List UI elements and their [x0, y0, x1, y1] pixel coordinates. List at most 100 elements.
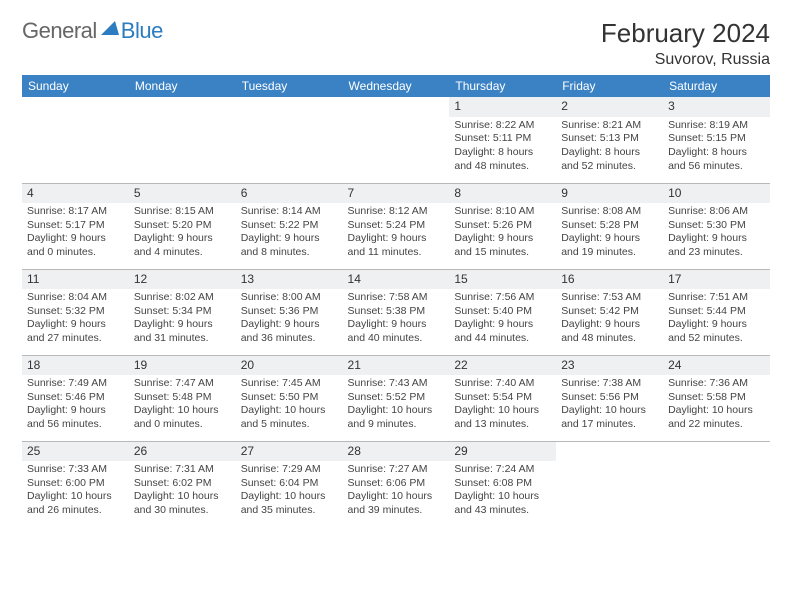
daylight-text: Daylight: 10 hours and 35 minutes. — [241, 490, 338, 517]
calendar-day-cell: 4Sunrise: 8:17 AMSunset: 5:17 PMDaylight… — [22, 183, 129, 269]
calendar-day-cell — [343, 97, 450, 183]
logo: General Blue — [22, 18, 163, 44]
sunrise-text: Sunrise: 8:02 AM — [134, 291, 231, 305]
location-label: Suvorov, Russia — [601, 51, 770, 69]
sunrise-text: Sunrise: 8:12 AM — [348, 205, 445, 219]
sunset-text: Sunset: 5:50 PM — [241, 391, 338, 405]
daylight-text: Daylight: 9 hours and 56 minutes. — [27, 404, 124, 431]
sunset-text: Sunset: 5:26 PM — [454, 219, 551, 233]
weekday-header: Sunday — [22, 75, 129, 97]
daylight-text: Daylight: 10 hours and 13 minutes. — [454, 404, 551, 431]
sunrise-text: Sunrise: 8:04 AM — [27, 291, 124, 305]
calendar-day-cell: 9Sunrise: 8:08 AMSunset: 5:28 PMDaylight… — [556, 183, 663, 269]
sunset-text: Sunset: 5:28 PM — [561, 219, 658, 233]
logo-text-blue: Blue — [121, 18, 163, 44]
calendar-day-cell — [22, 97, 129, 183]
weekday-header: Saturday — [663, 75, 770, 97]
day-number: 1 — [449, 97, 556, 117]
daylight-text: Daylight: 9 hours and 0 minutes. — [27, 232, 124, 259]
day-number: 4 — [22, 184, 129, 204]
daylight-text: Daylight: 8 hours and 48 minutes. — [454, 146, 551, 173]
calendar-table: Sunday Monday Tuesday Wednesday Thursday… — [22, 75, 770, 527]
sunset-text: Sunset: 5:46 PM — [27, 391, 124, 405]
day-number: 18 — [22, 356, 129, 376]
day-number — [236, 97, 343, 101]
day-number: 23 — [556, 356, 663, 376]
sunset-text: Sunset: 5:30 PM — [668, 219, 765, 233]
calendar-day-cell: 24Sunrise: 7:36 AMSunset: 5:58 PMDayligh… — [663, 355, 770, 441]
daylight-text: Daylight: 10 hours and 30 minutes. — [134, 490, 231, 517]
day-number — [343, 97, 450, 101]
daylight-text: Daylight: 10 hours and 17 minutes. — [561, 404, 658, 431]
sunrise-text: Sunrise: 8:17 AM — [27, 205, 124, 219]
day-number: 25 — [22, 442, 129, 462]
daylight-text: Daylight: 8 hours and 52 minutes. — [561, 146, 658, 173]
sunrise-text: Sunrise: 7:38 AM — [561, 377, 658, 391]
sunset-text: Sunset: 5:48 PM — [134, 391, 231, 405]
weekday-header-row: Sunday Monday Tuesday Wednesday Thursday… — [22, 75, 770, 97]
calendar-day-cell: 12Sunrise: 8:02 AMSunset: 5:34 PMDayligh… — [129, 269, 236, 355]
sunrise-text: Sunrise: 7:36 AM — [668, 377, 765, 391]
daylight-text: Daylight: 9 hours and 8 minutes. — [241, 232, 338, 259]
calendar-week-row: 25Sunrise: 7:33 AMSunset: 6:00 PMDayligh… — [22, 441, 770, 527]
calendar-day-cell: 26Sunrise: 7:31 AMSunset: 6:02 PMDayligh… — [129, 441, 236, 527]
calendar-week-row: 18Sunrise: 7:49 AMSunset: 5:46 PMDayligh… — [22, 355, 770, 441]
weekday-header: Wednesday — [343, 75, 450, 97]
day-number: 20 — [236, 356, 343, 376]
calendar-day-cell: 6Sunrise: 8:14 AMSunset: 5:22 PMDaylight… — [236, 183, 343, 269]
calendar-day-cell: 16Sunrise: 7:53 AMSunset: 5:42 PMDayligh… — [556, 269, 663, 355]
sunset-text: Sunset: 5:32 PM — [27, 305, 124, 319]
calendar-day-cell: 14Sunrise: 7:58 AMSunset: 5:38 PMDayligh… — [343, 269, 450, 355]
daylight-text: Daylight: 9 hours and 36 minutes. — [241, 318, 338, 345]
day-number — [129, 97, 236, 101]
calendar-day-cell: 2Sunrise: 8:21 AMSunset: 5:13 PMDaylight… — [556, 97, 663, 183]
sunset-text: Sunset: 5:44 PM — [668, 305, 765, 319]
day-number: 13 — [236, 270, 343, 290]
sunrise-text: Sunrise: 8:19 AM — [668, 119, 765, 133]
calendar-day-cell — [129, 97, 236, 183]
sunrise-text: Sunrise: 7:43 AM — [348, 377, 445, 391]
calendar-day-cell: 22Sunrise: 7:40 AMSunset: 5:54 PMDayligh… — [449, 355, 556, 441]
daylight-text: Daylight: 9 hours and 19 minutes. — [561, 232, 658, 259]
weekday-header: Monday — [129, 75, 236, 97]
sunset-text: Sunset: 5:11 PM — [454, 132, 551, 146]
calendar-day-cell: 23Sunrise: 7:38 AMSunset: 5:56 PMDayligh… — [556, 355, 663, 441]
sunset-text: Sunset: 5:20 PM — [134, 219, 231, 233]
calendar-week-row: 1Sunrise: 8:22 AMSunset: 5:11 PMDaylight… — [22, 97, 770, 183]
day-number: 6 — [236, 184, 343, 204]
sunset-text: Sunset: 5:56 PM — [561, 391, 658, 405]
sunrise-text: Sunrise: 7:31 AM — [134, 463, 231, 477]
day-number — [556, 442, 663, 446]
sunset-text: Sunset: 5:36 PM — [241, 305, 338, 319]
calendar-day-cell: 10Sunrise: 8:06 AMSunset: 5:30 PMDayligh… — [663, 183, 770, 269]
logo-triangle-icon — [101, 21, 119, 35]
weekday-header: Thursday — [449, 75, 556, 97]
header: General Blue February 2024 Suvorov, Russ… — [22, 18, 770, 69]
daylight-text: Daylight: 9 hours and 44 minutes. — [454, 318, 551, 345]
sunrise-text: Sunrise: 8:10 AM — [454, 205, 551, 219]
calendar-day-cell: 13Sunrise: 8:00 AMSunset: 5:36 PMDayligh… — [236, 269, 343, 355]
calendar-day-cell: 20Sunrise: 7:45 AMSunset: 5:50 PMDayligh… — [236, 355, 343, 441]
daylight-text: Daylight: 8 hours and 56 minutes. — [668, 146, 765, 173]
daylight-text: Daylight: 10 hours and 0 minutes. — [134, 404, 231, 431]
day-number: 11 — [22, 270, 129, 290]
sunset-text: Sunset: 5:22 PM — [241, 219, 338, 233]
day-number — [22, 97, 129, 101]
calendar-day-cell: 18Sunrise: 7:49 AMSunset: 5:46 PMDayligh… — [22, 355, 129, 441]
sunset-text: Sunset: 5:40 PM — [454, 305, 551, 319]
sunrise-text: Sunrise: 7:49 AM — [27, 377, 124, 391]
daylight-text: Daylight: 10 hours and 5 minutes. — [241, 404, 338, 431]
day-number: 27 — [236, 442, 343, 462]
sunset-text: Sunset: 5:17 PM — [27, 219, 124, 233]
sunset-text: Sunset: 5:24 PM — [348, 219, 445, 233]
sunrise-text: Sunrise: 7:47 AM — [134, 377, 231, 391]
calendar-day-cell: 11Sunrise: 8:04 AMSunset: 5:32 PMDayligh… — [22, 269, 129, 355]
sunrise-text: Sunrise: 7:27 AM — [348, 463, 445, 477]
day-number: 10 — [663, 184, 770, 204]
sunset-text: Sunset: 6:02 PM — [134, 477, 231, 491]
daylight-text: Daylight: 9 hours and 27 minutes. — [27, 318, 124, 345]
sunset-text: Sunset: 5:34 PM — [134, 305, 231, 319]
daylight-text: Daylight: 9 hours and 48 minutes. — [561, 318, 658, 345]
sunrise-text: Sunrise: 8:22 AM — [454, 119, 551, 133]
month-title: February 2024 — [601, 18, 770, 49]
